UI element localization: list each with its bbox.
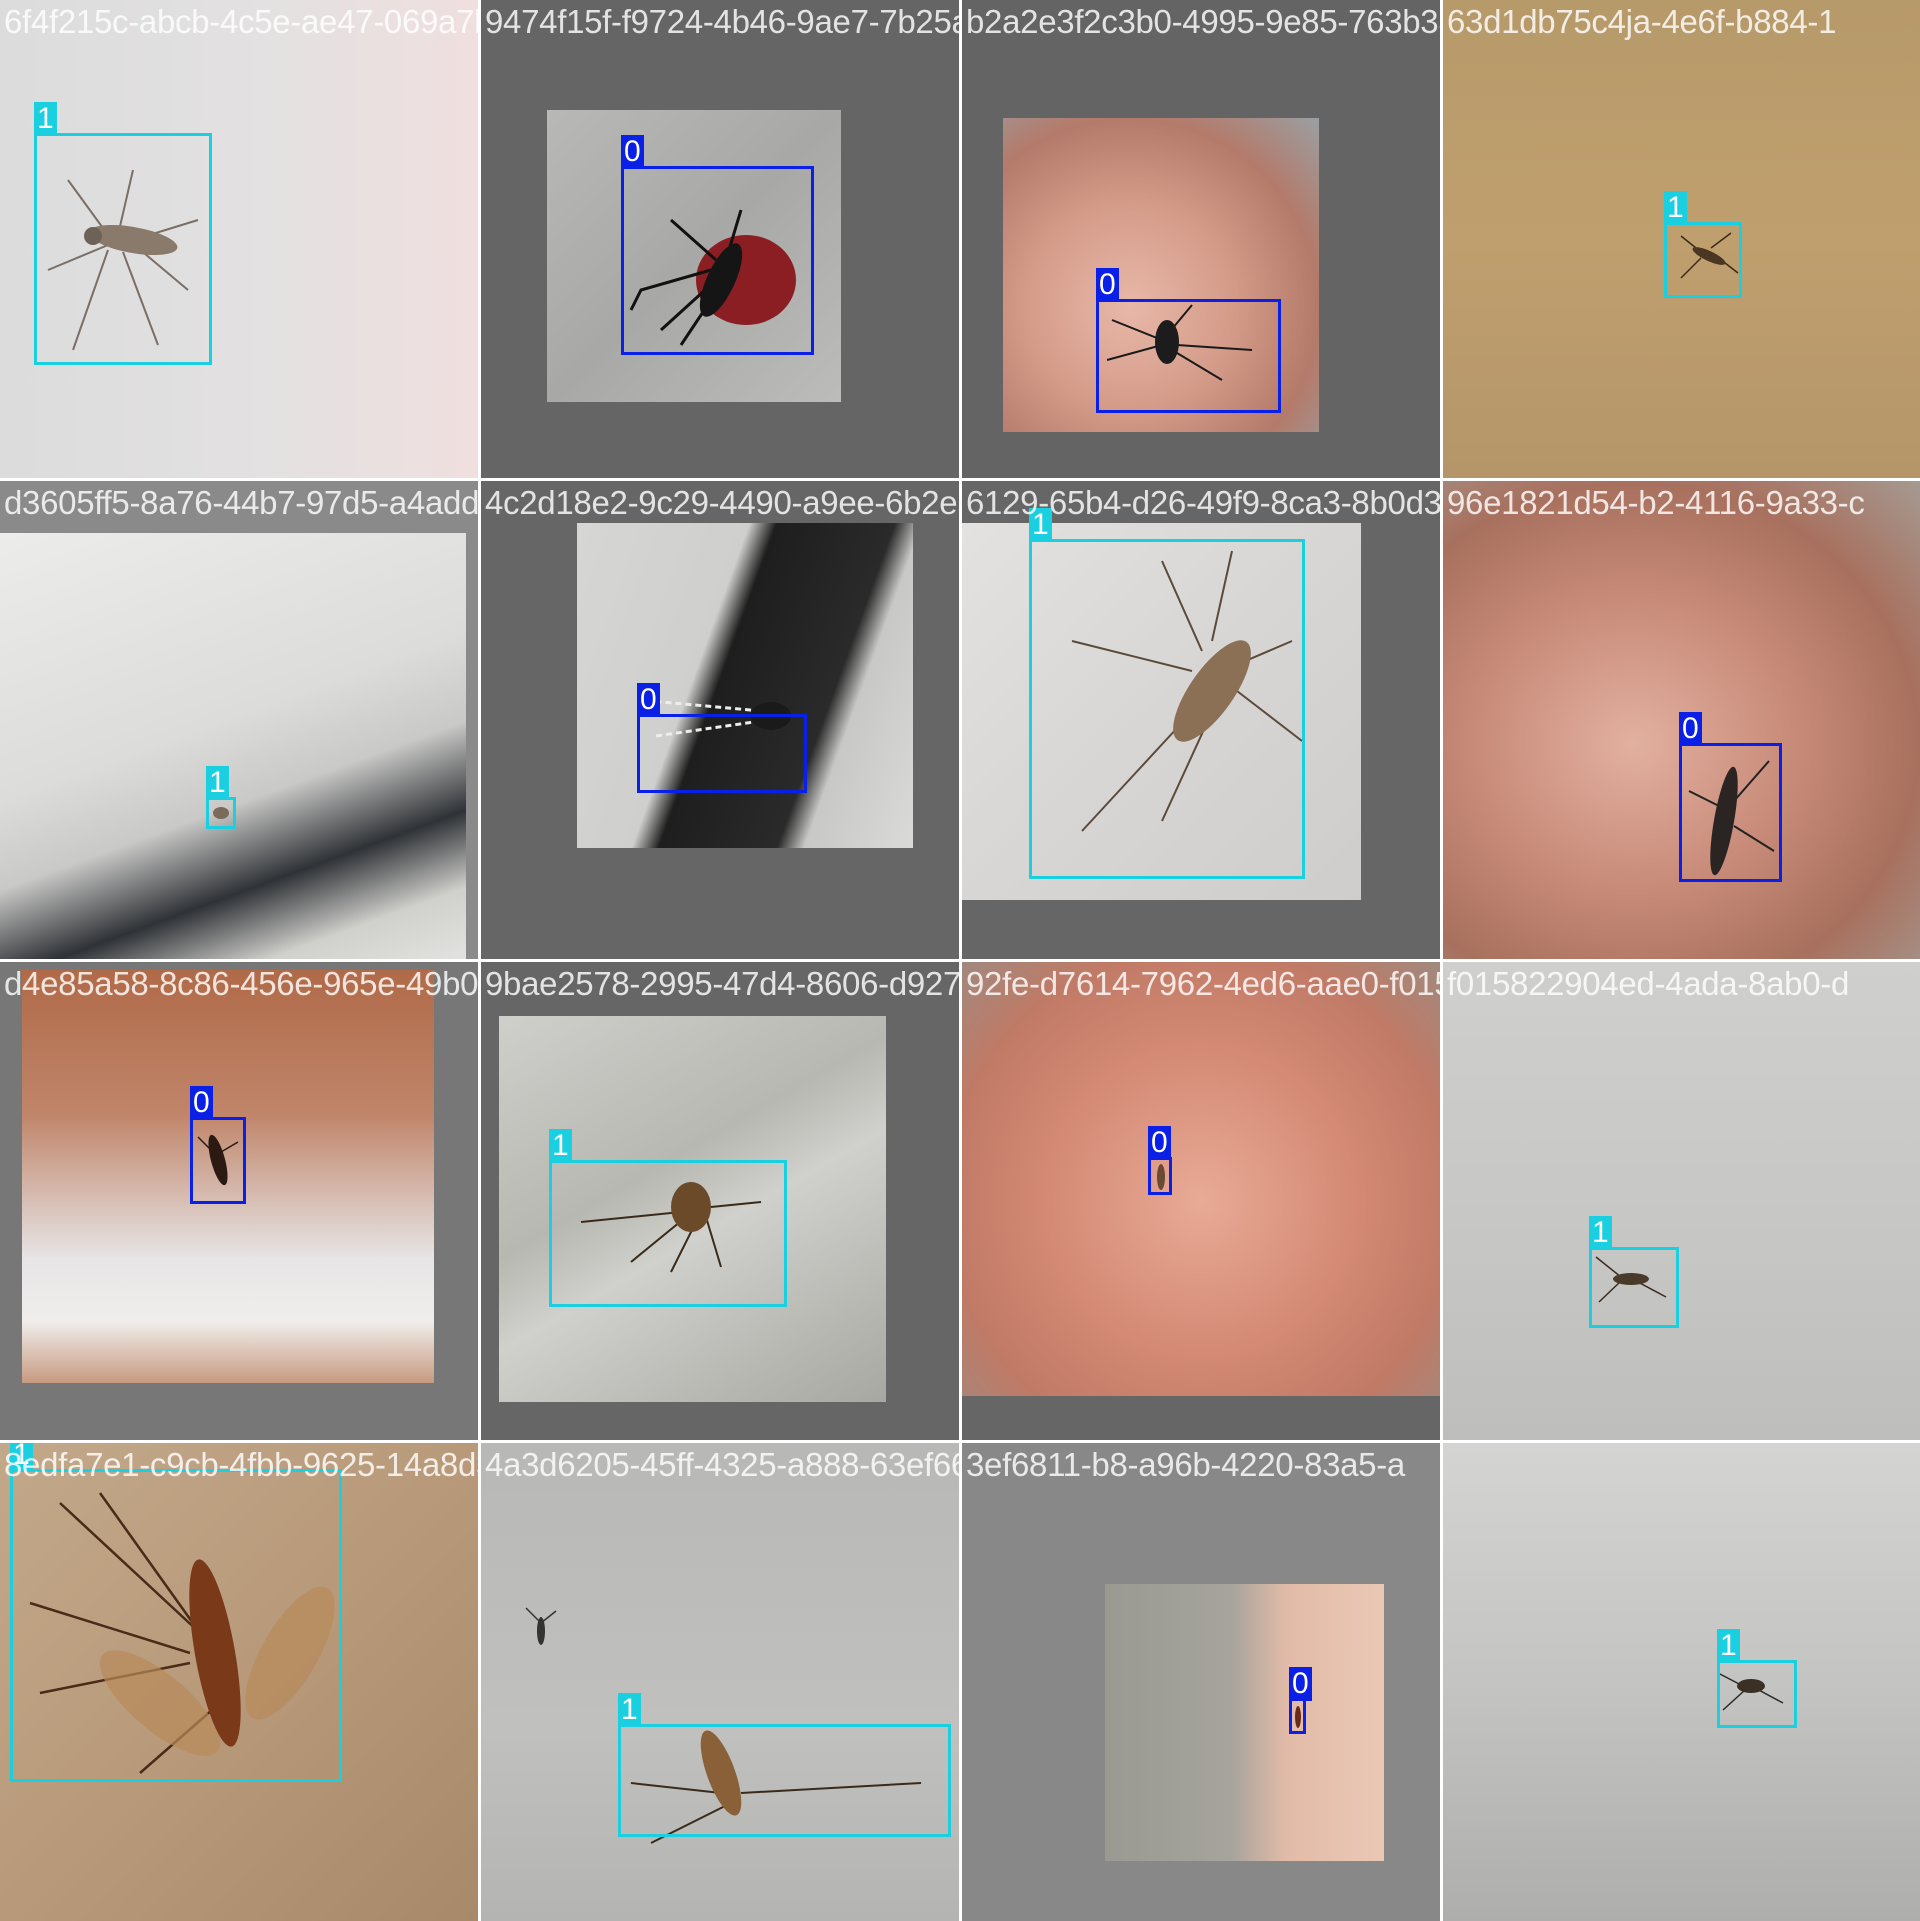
class-label: 0 xyxy=(1289,1667,1312,1701)
photo xyxy=(577,523,913,848)
bbox: 1 xyxy=(34,102,212,365)
tile-1: 1 6f4f215c-abcb-4c5e-ae47-069a7b1a2f67_j… xyxy=(0,0,478,478)
class-label: 0 xyxy=(1148,1126,1171,1160)
tile-6: 0 4c2d18e2-9c29-4490-a9ee-6b2e5ab4ac26_j… xyxy=(481,481,959,959)
mosquito-icon xyxy=(1052,541,1312,841)
bbox: 0 xyxy=(637,683,807,793)
photo xyxy=(481,1443,959,1921)
class-label: 1 xyxy=(1664,191,1687,225)
class-label: 0 xyxy=(1096,268,1119,302)
tile-11: 0 92fe-d7614-7962-4ed6-aae0-f01538290c3d… xyxy=(962,962,1440,1440)
bbox: 0 xyxy=(1289,1667,1312,1734)
class-label: 0 xyxy=(190,1086,213,1120)
bbox: 1 xyxy=(1717,1629,1797,1728)
mosquito-icon xyxy=(208,799,234,825)
class-label: 1 xyxy=(10,1443,33,1472)
photo xyxy=(22,970,434,1383)
bbox: 0 xyxy=(1096,268,1281,413)
photo xyxy=(962,523,1361,900)
class-label: 1 xyxy=(549,1129,572,1163)
tile-14: 1 4a3d6205-45ff-4325-a888-63ef661b5e096_… xyxy=(481,1443,959,1921)
tile-9: 0 d4e85a58-8c86-456e-965e-49b0a25782925_… xyxy=(0,962,478,1440)
tile-8: 0 96e1821d54-b2-4116-9a33-c xyxy=(1443,481,1920,959)
mosquito-icon xyxy=(20,1483,340,1783)
tile-15: 0 3ef6811-b8-a96b-4220-83a5-a xyxy=(962,1443,1440,1921)
tile-10: 1 9bae2578-2995-47d4-8606-d9277e3631479b… xyxy=(481,962,959,1440)
mosquito-icon xyxy=(1679,751,1779,891)
tile-5: 1 d3605ff5-8a76-44b7-97d5-a4addd8726bc_j… xyxy=(0,481,478,959)
bbox: 0 xyxy=(621,135,814,355)
mosquito-icon xyxy=(521,1603,561,1653)
mosquito-icon xyxy=(1591,1247,1669,1305)
bbox: 0 xyxy=(190,1086,246,1204)
bbox: 1 xyxy=(1029,508,1305,879)
tile-4: 1 63d1db75c4ja-4e6f-b884-1 xyxy=(1443,0,1920,478)
class-label: 1 xyxy=(34,102,57,136)
mosquito-icon xyxy=(1102,300,1262,390)
tile-2: 0 9474f15f-f9724-4b46-9ae7-7b25a2532c63_… xyxy=(481,0,959,478)
mosquito-icon xyxy=(1150,1160,1172,1194)
class-label: 0 xyxy=(637,683,660,717)
photo xyxy=(1443,1443,1920,1921)
photo-wall xyxy=(0,0,478,478)
tile-12: 1 f015822904ed-4ada-8ab0-d xyxy=(1443,962,1920,1440)
mosquito-icon xyxy=(193,1122,243,1197)
tile-13: 1 8edfa7e1-c9cb-4fbb-9625-14a8d3620545ff… xyxy=(0,1443,478,1921)
tile-7: 1 6129-65b4-d26-49f9-8ca3-8b0d3db1a55b_j… xyxy=(962,481,1440,959)
mosquito-icon xyxy=(38,140,208,360)
bbox: 1 xyxy=(1589,1216,1679,1328)
class-label: 1 xyxy=(618,1693,641,1727)
mosquito-icon xyxy=(1676,228,1742,288)
class-label: 1 xyxy=(1029,508,1052,542)
photo xyxy=(962,962,1440,1396)
mosquito-icon xyxy=(1292,1703,1304,1731)
bbox: 0 xyxy=(1148,1126,1172,1195)
photo xyxy=(1443,962,1920,1440)
bbox: 1 xyxy=(549,1129,787,1307)
photo xyxy=(0,533,466,959)
tile-16: 1 xyxy=(1443,1443,1920,1921)
bbox: 1 xyxy=(206,766,236,829)
bbox: 0 xyxy=(1679,712,1782,882)
bbox: 1 xyxy=(1664,191,1742,298)
class-label: 1 xyxy=(1717,1629,1740,1663)
class-label: 1 xyxy=(1589,1216,1612,1250)
mosquito-icon xyxy=(1713,1658,1785,1714)
photo xyxy=(1105,1584,1384,1861)
mosquito-icon xyxy=(621,200,801,350)
class-label: 0 xyxy=(621,135,644,169)
class-label: 0 xyxy=(1679,712,1702,746)
bbox: 1 xyxy=(618,1693,951,1837)
mosquito-icon xyxy=(561,1162,762,1273)
tile-3: 0 b2a2e3f2c3b0-4995-9e85-763b3870834f5_j… xyxy=(962,0,1440,478)
class-label: 1 xyxy=(206,766,229,800)
photo xyxy=(1003,118,1319,432)
bbox: 1 xyxy=(10,1443,342,1782)
